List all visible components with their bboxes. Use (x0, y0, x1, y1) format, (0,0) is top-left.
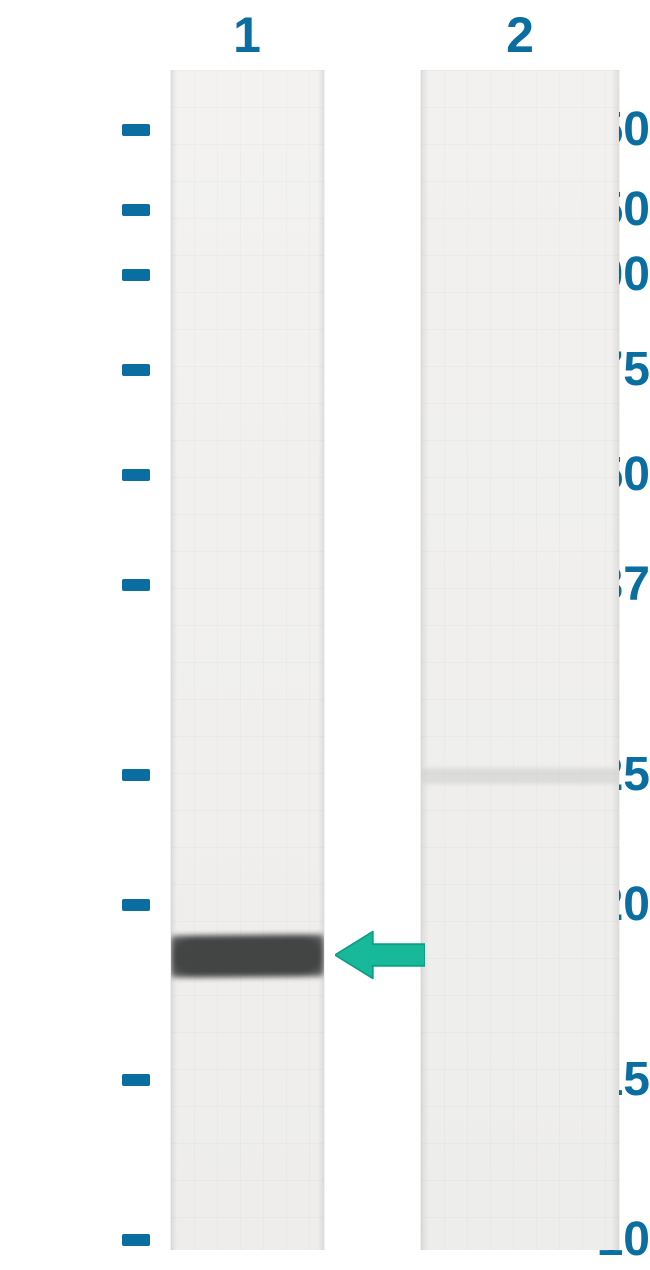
lane-header-1: 1 (227, 6, 267, 64)
lane-2 (420, 70, 620, 1250)
marker-dash-37 (122, 579, 150, 591)
blot-canvas: 1 2 25015010075503725201510 (0, 0, 650, 1270)
arrow-icon (335, 927, 425, 983)
lane-1-texture (171, 70, 324, 1250)
marker-dash-100 (122, 269, 150, 281)
band (171, 934, 324, 977)
lane-2-texture (421, 70, 619, 1250)
marker-dash-75 (122, 364, 150, 376)
lane-header-2: 2 (500, 6, 540, 64)
marker-dash-25 (122, 769, 150, 781)
marker-dash-250 (122, 124, 150, 136)
marker-dash-20 (122, 899, 150, 911)
indicator-arrow (335, 927, 425, 983)
lane-1 (170, 70, 325, 1250)
marker-dash-150 (122, 204, 150, 216)
marker-dash-15 (122, 1074, 150, 1086)
marker-dash-50 (122, 469, 150, 481)
marker-dash-10 (122, 1234, 150, 1246)
band (421, 768, 619, 784)
